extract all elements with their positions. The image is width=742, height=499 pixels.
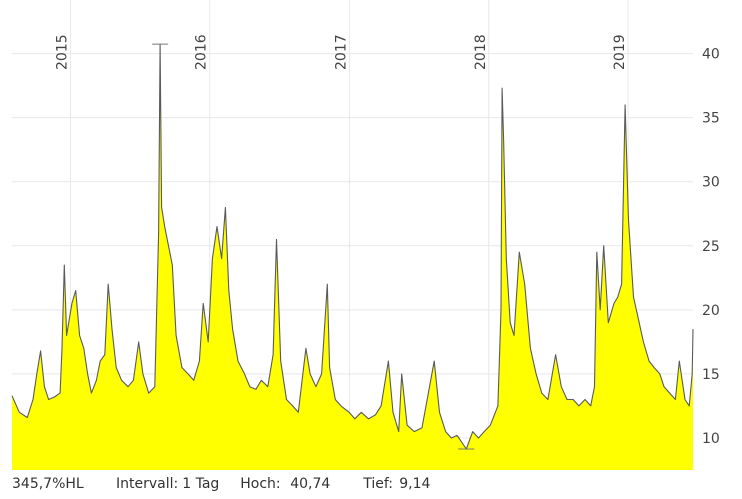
x-axis-year-labels: 2015 2016 2017 2018 2019: [54, 34, 628, 70]
chart-footer: 345,7%HL Intervall: 1 Tag Hoch: 40,74 Tief: 9,…: [12, 476, 430, 496]
y-tick-label-30: 30: [702, 175, 720, 191]
change-value: 345,7%HL: [12, 476, 84, 492]
interval-label: Intervall:: [116, 476, 179, 492]
high-label: Hoch:: [240, 476, 281, 492]
y-tick-label-25: 25: [702, 239, 720, 255]
year-label-2016: 2016: [194, 34, 210, 70]
high-value: 40,74: [290, 476, 331, 492]
interval-value: 1 Tag: [182, 476, 220, 492]
low-label: Tief:: [363, 476, 394, 492]
y-tick-label-15: 15: [702, 367, 720, 383]
series-area-fill: [12, 44, 693, 470]
year-label-2018: 2018: [473, 34, 489, 70]
y-tick-label-40: 40: [702, 47, 720, 63]
y-tick-label-10: 10: [702, 431, 720, 447]
year-label-2019: 2019: [612, 34, 628, 70]
extreme-markers: [152, 43, 475, 450]
year-label-2015: 2015: [54, 34, 70, 70]
series-line: [11, 43, 694, 450]
volatility-chart: 10 15 20 25 30 35 40 2015 2016 2017 2018 2019: [11, 0, 720, 470]
low-value: 9,14: [399, 476, 431, 492]
horizontal-gridlines: [12, 53, 693, 439]
year-label-2017: 2017: [333, 34, 349, 70]
y-tick-label-35: 35: [702, 111, 720, 127]
y-axis-tick-labels: 10 15 20 25 30 35 40: [702, 47, 720, 447]
y-tick-label-20: 20: [702, 303, 720, 319]
